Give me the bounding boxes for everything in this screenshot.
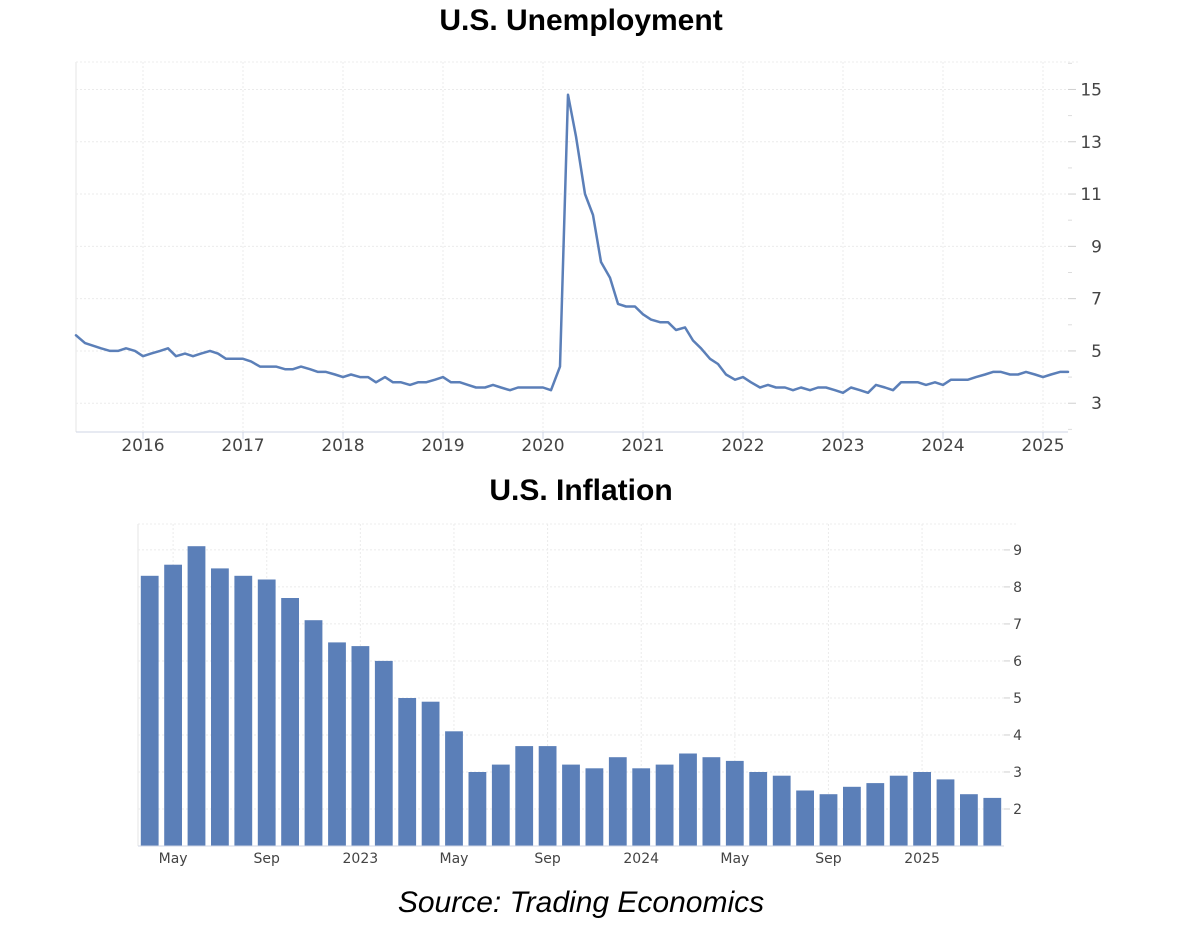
x-tick-label: Sep — [815, 851, 842, 867]
inflation-bar — [140, 575, 159, 846]
inflation-bar — [889, 775, 908, 846]
unemployment-series-line — [74, 93, 1070, 395]
x-tick-label: Sep — [534, 851, 561, 867]
x-tick-label: 2024 — [623, 851, 659, 867]
x-tick-label: 2025 — [1021, 436, 1064, 456]
inflation-bar — [983, 797, 1002, 846]
y-tick-label: 11 — [1080, 185, 1102, 205]
inflation-bar — [304, 620, 323, 846]
inflation-bar — [936, 779, 955, 846]
x-tick-label: 2023 — [821, 436, 864, 456]
inflation-bar — [281, 598, 299, 846]
source-caption: Source: Trading Economics — [397, 886, 765, 919]
x-tick-label: 2018 — [321, 436, 364, 456]
inflation-bar — [328, 642, 346, 846]
inflation-bar — [234, 575, 253, 846]
x-tick-label: 2019 — [421, 436, 464, 456]
inflation-bar — [351, 646, 370, 846]
inflation-bar — [866, 783, 885, 846]
inflation-bar — [632, 768, 651, 846]
y-tick-label: 4 — [1013, 728, 1022, 744]
inflation-bar — [164, 564, 182, 846]
x-tick-label: 2022 — [721, 436, 764, 456]
x-tick-label: May — [720, 851, 749, 867]
y-tick-label: 5 — [1013, 691, 1022, 707]
y-tick-label: 9 — [1013, 543, 1022, 559]
y-tick-label: 8 — [1013, 580, 1022, 596]
inflation-bar — [421, 701, 440, 846]
x-tick-label: 2025 — [904, 851, 940, 867]
inflation-bar — [374, 660, 393, 846]
inflation-bar — [515, 746, 534, 846]
inflation-bar — [538, 746, 557, 846]
inflation-chart-title: U.S. Inflation — [489, 474, 673, 507]
y-tick-label: 7 — [1091, 290, 1102, 310]
y-tick-label: 9 — [1091, 237, 1102, 257]
inflation-bar — [562, 764, 580, 846]
unemployment-line-chart: 15 13 11 9 7 5 3 2016 2017 2018 2019 2020 2021 2022 20… — [74, 61, 1102, 456]
unemployment-chart-title: U.S. Unemployment — [439, 4, 723, 37]
y-tick-label: 15 — [1080, 80, 1102, 100]
inflation-bar — [749, 772, 768, 846]
y-tick-label: 6 — [1013, 654, 1022, 670]
y-tick-label: 2 — [1013, 802, 1022, 818]
x-tick-label: 2024 — [921, 436, 964, 456]
inflation-bar — [960, 794, 978, 846]
inflation-bar — [491, 764, 510, 846]
inflation-bar — [187, 546, 206, 846]
inflation-bar — [608, 757, 627, 846]
inflation-bar — [398, 698, 417, 846]
inflation-bar — [843, 786, 861, 846]
inflation-bar — [796, 790, 814, 846]
y-tick-label: 13 — [1080, 133, 1102, 153]
x-tick-label: May — [439, 851, 468, 867]
inflation-bar — [585, 768, 604, 846]
x-tick-label: 2020 — [521, 436, 564, 456]
inflation-bar — [772, 775, 791, 846]
inflation-bar — [819, 794, 838, 846]
x-tick-label: 2016 — [121, 436, 164, 456]
y-tick-label: 7 — [1013, 617, 1022, 633]
inflation-bar — [679, 753, 697, 846]
inflation-bar — [702, 757, 721, 846]
inflation-bar — [913, 772, 931, 846]
inflation-bar-chart: 9 8 7 6 5 4 3 2 May Sep 2023 May Sep 2024 May Sep 2025 — [137, 523, 1022, 867]
x-tick-label: 2023 — [343, 851, 379, 867]
inflation-bar — [725, 760, 744, 846]
x-tick-label: 2021 — [621, 436, 664, 456]
x-tick-label: Sep — [254, 851, 281, 867]
y-tick-label: 5 — [1091, 342, 1102, 362]
inflation-bar — [211, 568, 229, 846]
y-tick-label: 3 — [1091, 394, 1102, 414]
x-tick-label: May — [159, 851, 188, 867]
y-tick-label: 3 — [1013, 765, 1022, 781]
inflation-bar — [257, 579, 276, 846]
inflation-bar — [445, 731, 463, 846]
x-tick-label: 2017 — [221, 436, 264, 456]
inflation-bar — [655, 764, 674, 846]
inflation-bar — [468, 772, 487, 846]
